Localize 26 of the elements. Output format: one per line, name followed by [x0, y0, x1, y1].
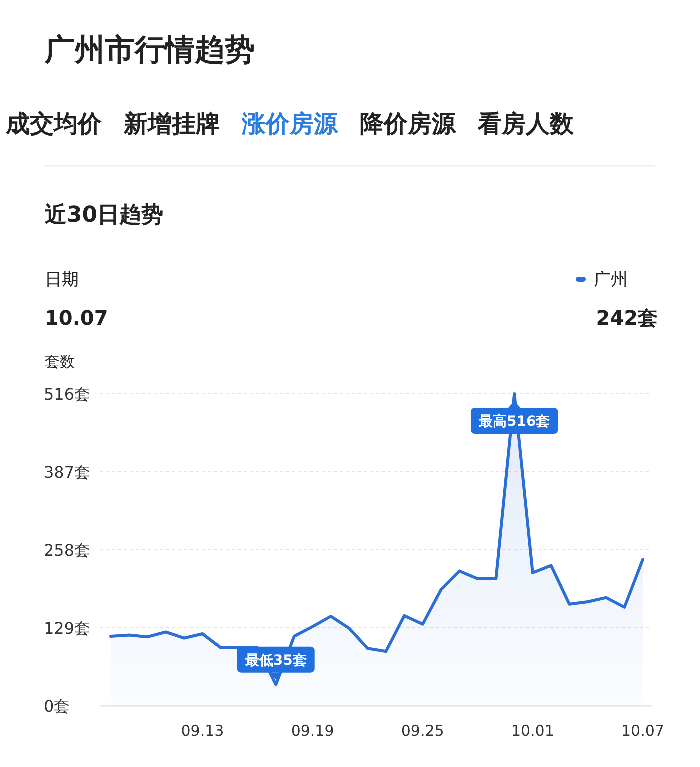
y-tick-label: 129套	[44, 619, 91, 638]
text: 看房人数	[477, 110, 575, 138]
text: 10.07	[45, 306, 108, 330]
x-tick-label: 09.13	[181, 722, 224, 740]
text: 日期	[45, 270, 79, 290]
chart-subtitle: 近30日趋势	[44, 203, 164, 228]
y-tick-label: 387套	[44, 463, 91, 482]
x-tick-label: 10.07	[622, 722, 664, 740]
annotation: 最低35套	[244, 652, 307, 669]
x-tick-label: 10.01	[511, 722, 554, 740]
text: 涨价房源	[241, 110, 339, 138]
x-tick-label: 09.25	[401, 722, 444, 740]
legend-label: 广州	[594, 270, 628, 290]
chart-title: 广州市行情趋势	[44, 33, 255, 68]
x-tick-label: 09.19	[291, 722, 334, 740]
y-tick-label: 516套	[44, 385, 91, 404]
callout: 最低35套	[237, 646, 315, 680]
text: 新增挂牌	[123, 110, 220, 138]
y-axis-title: 套数	[45, 353, 75, 371]
annotation: 最高516套	[478, 413, 550, 430]
y-tick-label: 258套	[44, 541, 91, 560]
text: 降价房源	[360, 110, 457, 138]
y-tick-label: 0套	[44, 697, 70, 716]
callout: 最高516套	[470, 401, 558, 434]
text: 242套	[596, 306, 658, 330]
text: 成交均价	[5, 110, 103, 138]
